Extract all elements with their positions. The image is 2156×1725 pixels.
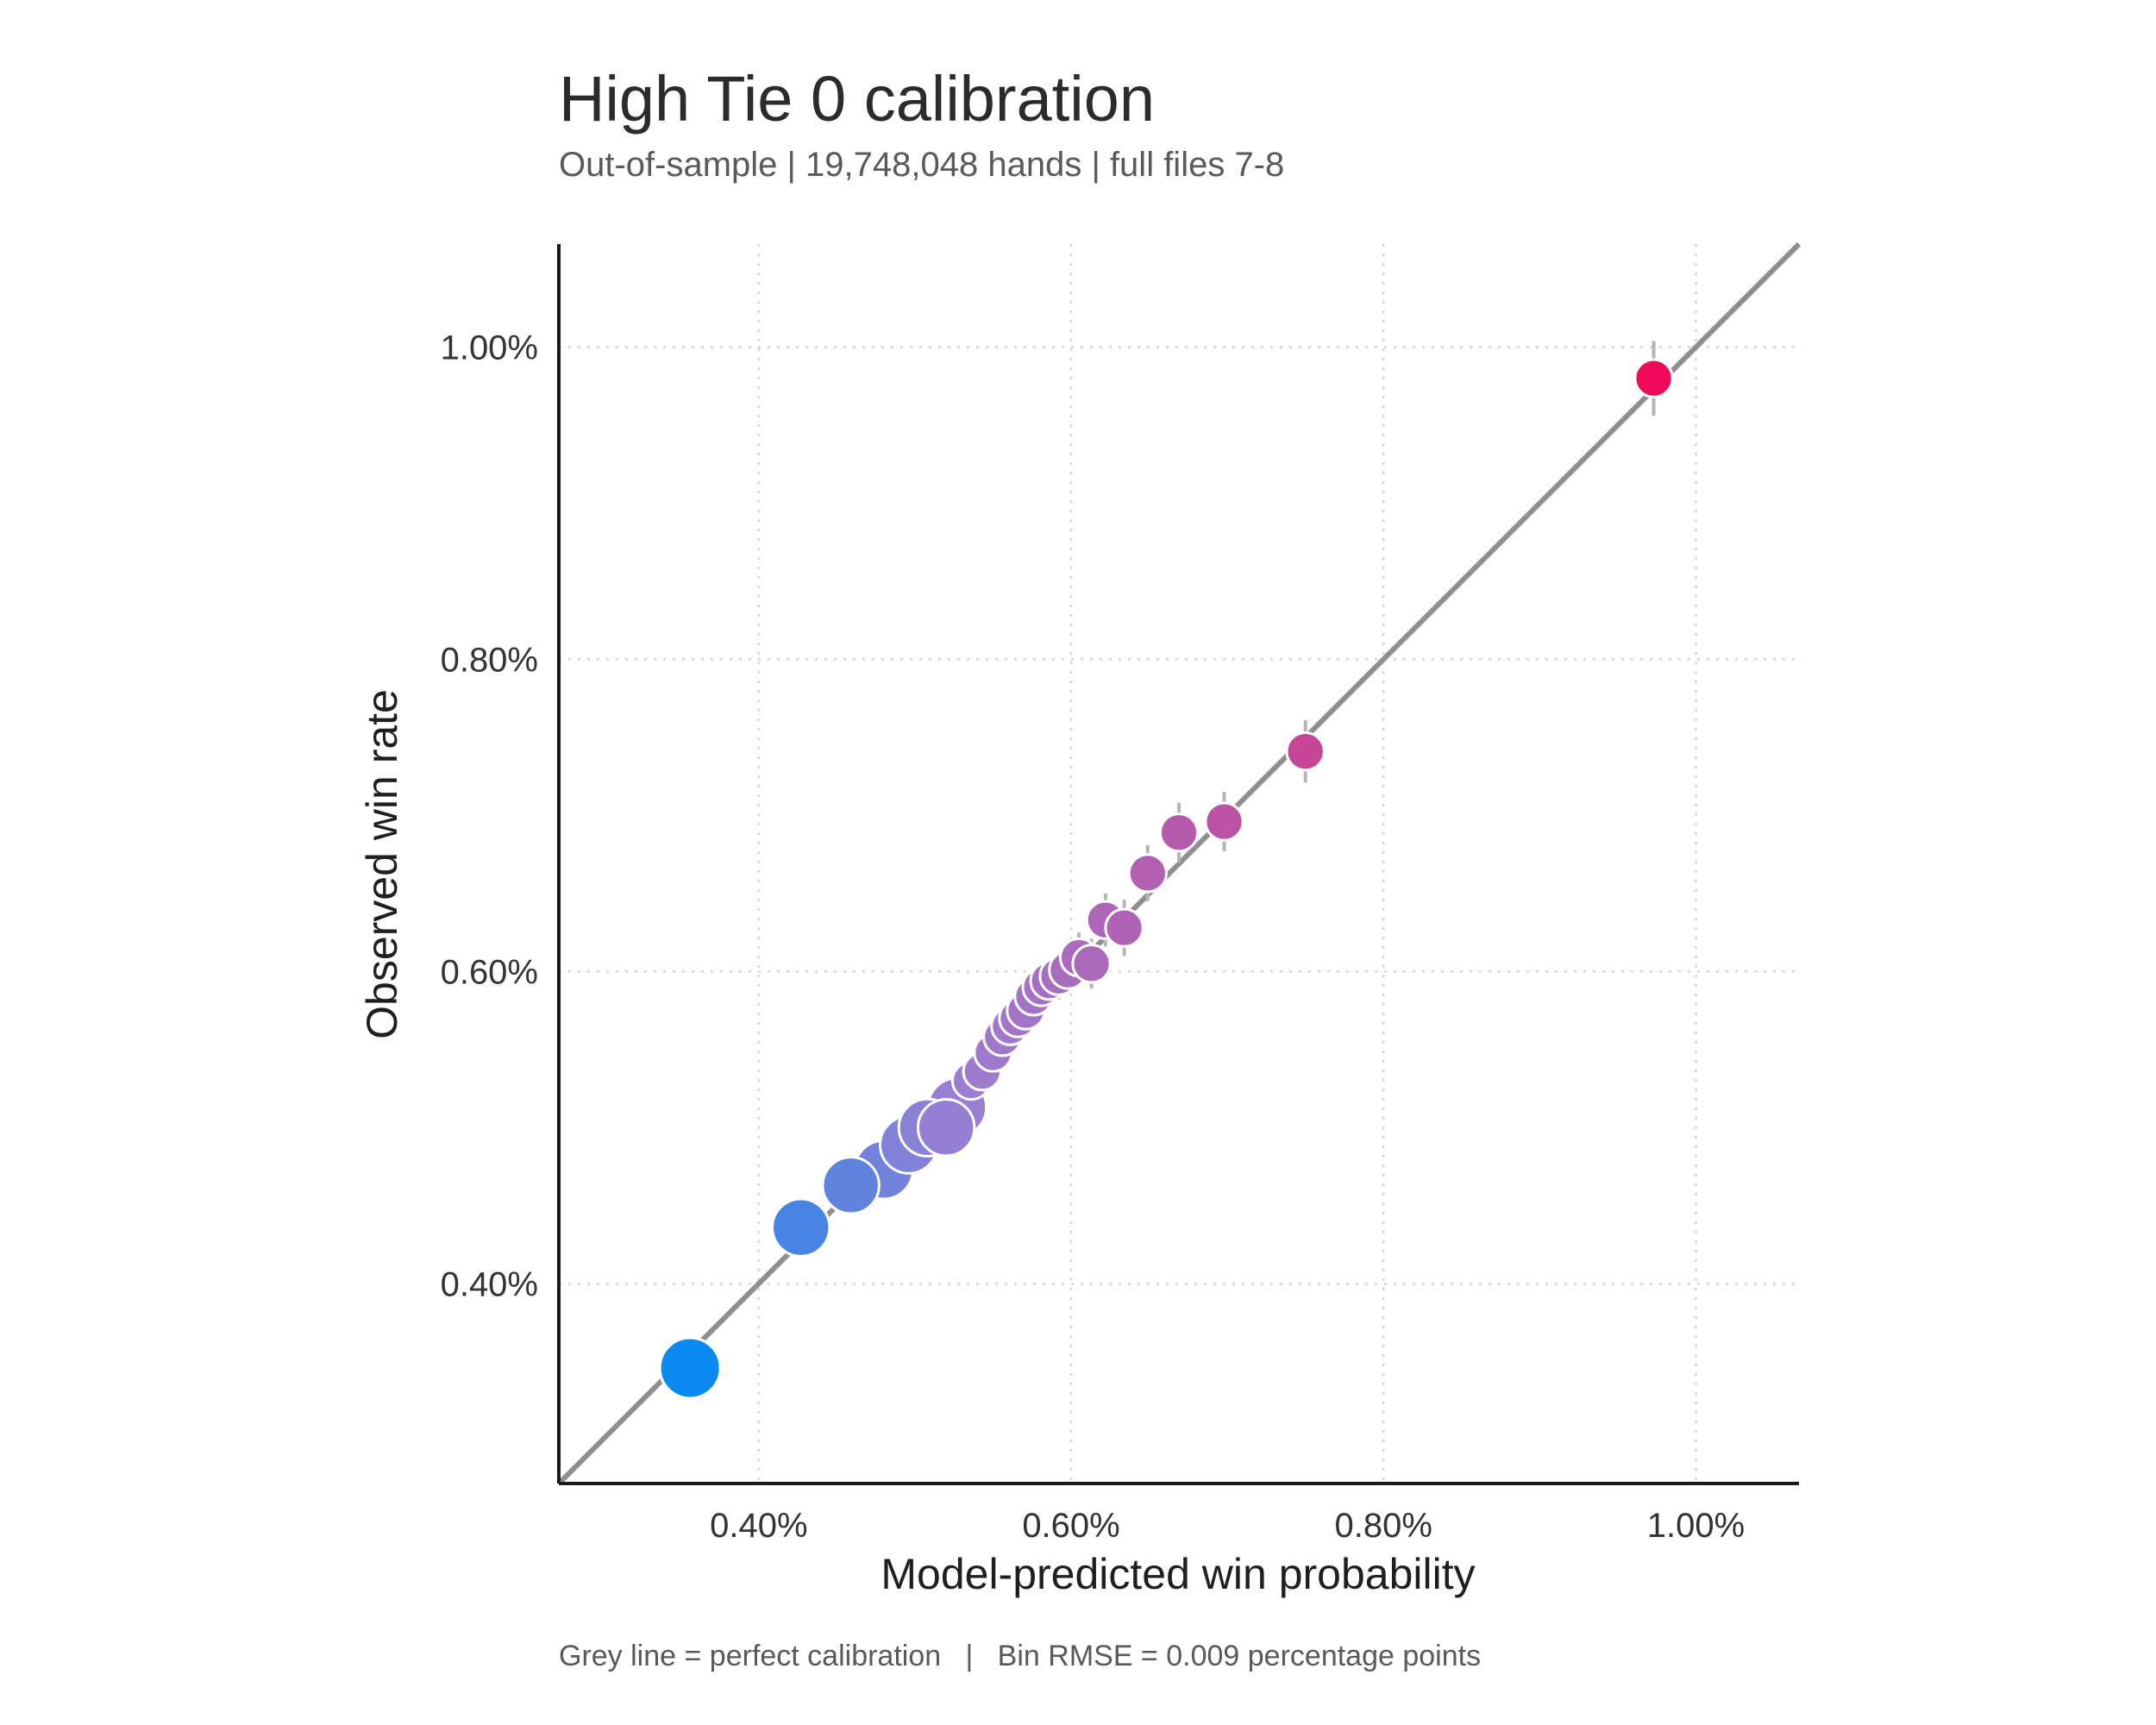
y-tick-label: 0.40% xyxy=(441,1265,538,1303)
perfect-calibration-line xyxy=(556,242,1802,1486)
data-point xyxy=(1104,907,1144,948)
y-tick-label: 0.80% xyxy=(441,641,538,679)
y-tick-label: 1.00% xyxy=(441,329,538,367)
data-point xyxy=(821,1156,881,1215)
data-point xyxy=(1127,853,1168,894)
data-point xyxy=(1285,731,1326,772)
y-axis-title: Observed win rate xyxy=(358,689,406,1039)
data-points xyxy=(658,358,1674,1400)
chart-subtitle: Out-of-sample | 19,748,048 hands | full … xyxy=(559,146,1284,184)
y-tick-label: 0.60% xyxy=(441,953,538,991)
chart-title: High Tie 0 calibration xyxy=(559,63,1155,135)
data-point xyxy=(771,1197,831,1258)
error-bars xyxy=(688,341,1656,1377)
x-axis-title: Model-predicted win probability xyxy=(881,1550,1475,1598)
data-point xyxy=(1158,812,1200,853)
chart-caption: Grey line = perfect calibration | Bin RM… xyxy=(559,1640,1481,1672)
data-point xyxy=(1071,944,1112,984)
x-tick-label: 1.00% xyxy=(1647,1507,1745,1545)
data-point xyxy=(1204,801,1244,842)
data-point xyxy=(1633,358,1674,398)
data-point xyxy=(658,1336,722,1400)
tick-labels: 0.40% 0.60% 0.80% 1.00% 0.40% 0.60% 0.80% 1.00% xyxy=(441,329,1745,1545)
data-point xyxy=(916,1098,976,1157)
x-tick-label: 0.60% xyxy=(1022,1507,1119,1545)
x-tick-label: 0.40% xyxy=(710,1507,807,1545)
x-tick-label: 0.80% xyxy=(1335,1507,1432,1545)
